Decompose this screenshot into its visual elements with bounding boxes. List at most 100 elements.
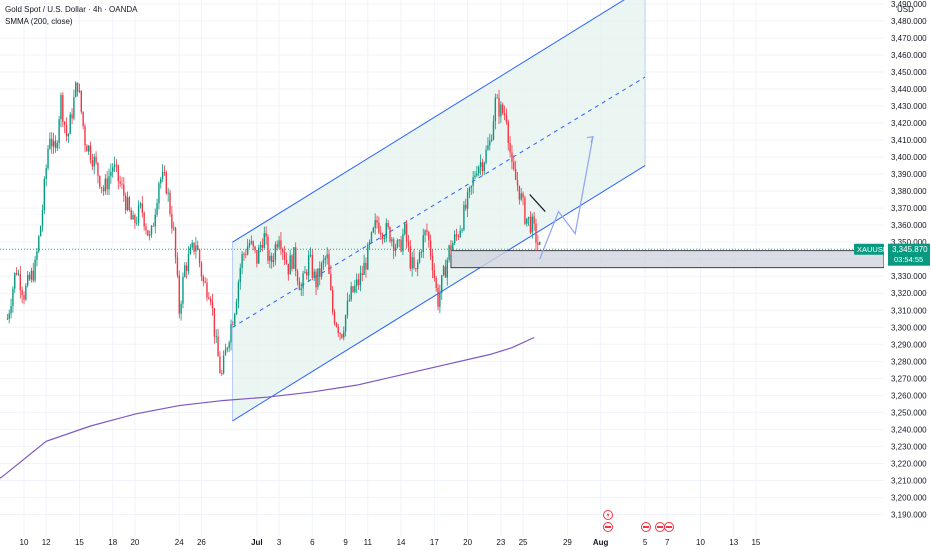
candle-body [337, 326, 339, 333]
time-tick-label: 25 [519, 538, 528, 547]
candle-body [206, 282, 208, 298]
price-tick-label: 3,330.000 [891, 272, 927, 281]
channel-upper-line[interactable] [232, 0, 645, 243]
candle-body [326, 254, 328, 259]
candle-body [261, 245, 264, 248]
price-axis[interactable]: USD 3,190.000 3,200.000 3,210.000 3,220.000 3… [854, 0, 932, 550]
candle-body [306, 271, 308, 276]
projection-line[interactable] [539, 136, 594, 260]
candle-body [494, 97, 497, 122]
candle-body [152, 225, 155, 227]
channel-lower-line[interactable] [232, 165, 646, 422]
symbol-title[interactable]: Gold Spot / U.S. Dollar · 4h · OANDA [5, 5, 138, 14]
candle-body [394, 247, 397, 251]
candle-body [219, 356, 221, 374]
candle-body [100, 187, 103, 189]
candle-body [533, 216, 535, 224]
candle-body [226, 347, 229, 350]
regression-channel[interactable] [231, 0, 646, 422]
time-tick-label: 6 [310, 538, 315, 547]
candle-body [17, 273, 20, 275]
time-axis[interactable]: 10 12 15 18 20 24 26 Jul 3 6 9 11 14 17 20 23 25 29 Aug 5 7 1… [0, 536, 884, 550]
candle-body [80, 90, 82, 112]
candle-body [381, 234, 384, 239]
candle-body [250, 241, 253, 244]
candle-body [356, 279, 358, 286]
candle-body [461, 229, 463, 231]
candle-body [47, 148, 49, 169]
candle-body [99, 175, 101, 188]
price-tick-label: 3,480.000 [891, 17, 927, 26]
projection-path[interactable] [529, 135, 594, 260]
symbol-tag[interactable] [854, 243, 884, 255]
price-tick-label: 3,470.000 [891, 34, 927, 43]
candle-body [433, 270, 436, 279]
candle-body [58, 119, 60, 143]
candle-body [516, 179, 519, 186]
candle-body [429, 240, 432, 256]
candle-body [459, 230, 461, 237]
candle-body [331, 289, 334, 312]
projection-arrowhead [586, 135, 594, 143]
candle-body [8, 313, 10, 319]
candle-body [34, 259, 36, 281]
candle-body [444, 266, 447, 278]
candle-body [522, 193, 524, 198]
event-markers[interactable] [603, 510, 674, 532]
candle-body [189, 247, 192, 255]
support-zone[interactable] [450, 250, 885, 269]
candle-body [86, 145, 88, 152]
candle-body [487, 145, 489, 150]
candle-body [354, 285, 356, 292]
candle-body [535, 223, 537, 243]
candle-body [130, 210, 132, 220]
candle-body [106, 178, 108, 190]
candle-body [477, 166, 480, 174]
candle-body [295, 247, 297, 272]
candle-body [252, 241, 254, 247]
candle-body [119, 181, 121, 184]
candle-body [450, 245, 452, 250]
candle-body [36, 251, 38, 260]
candle-body [350, 286, 352, 300]
currency-label: USD [897, 5, 914, 14]
time-axis-bg [0, 536, 884, 550]
candle-body [263, 233, 265, 248]
candle-body [49, 138, 51, 149]
price-tick-label: 3,280.000 [891, 357, 927, 366]
last-price-tag[interactable] [888, 243, 930, 266]
candle-body [311, 254, 314, 278]
last-price-value: 3,345.870 [892, 245, 928, 254]
candle-body [446, 259, 448, 278]
candle-body [41, 210, 44, 227]
candle-body [409, 246, 412, 269]
candle-body [363, 262, 365, 275]
trendline-marker[interactable] [529, 194, 546, 212]
candle-body [526, 218, 528, 224]
support-zone-box[interactable] [450, 250, 885, 269]
candle-body [178, 275, 180, 314]
candle-body [341, 334, 343, 338]
us-flag-icon-stripe [666, 526, 672, 528]
candle-body [293, 247, 295, 269]
lightning-bolt [606, 511, 610, 519]
indicator-label[interactable]: SMMA (200, close) [5, 17, 73, 26]
candle-body [147, 230, 149, 236]
candle-body [10, 306, 12, 314]
candle-body [278, 240, 280, 248]
candle-body [60, 95, 62, 120]
candle-body [317, 268, 319, 288]
us-flag-icon-stripe [643, 526, 649, 528]
candle-body [502, 104, 504, 114]
price-tick-label: 3,200.000 [891, 493, 927, 502]
price-tick-label: 3,290.000 [891, 340, 927, 349]
price-tick-label: 3,270.000 [891, 374, 927, 383]
candle-body [479, 162, 482, 167]
price-tick-label: 3,400.000 [891, 153, 927, 162]
price-tick-label: 3,360.000 [891, 221, 927, 230]
time-tick-label: 12 [42, 538, 51, 547]
candle-body [335, 323, 338, 327]
candle-body [169, 192, 171, 214]
chart-legend: Gold Spot / U.S. Dollar · 4h · OANDA SMM… [5, 4, 138, 28]
